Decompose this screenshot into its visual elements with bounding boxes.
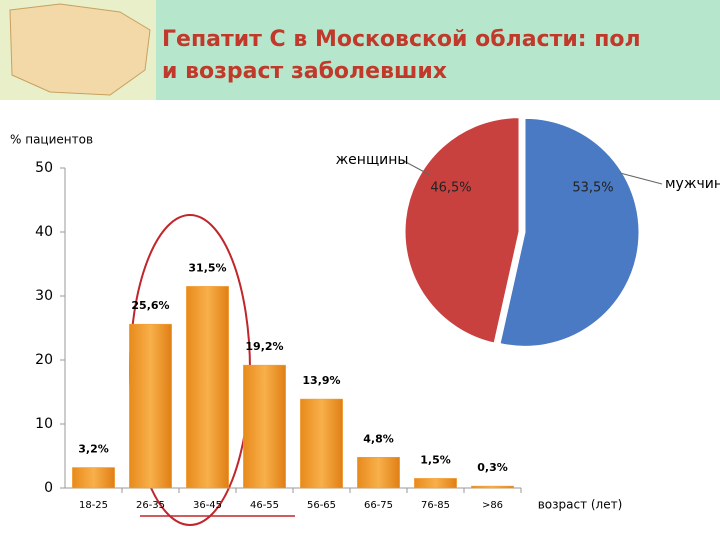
value-label: 25,6% — [131, 299, 169, 312]
pie-category-label: женщины — [336, 152, 409, 168]
x-tick-label: >86 — [482, 500, 503, 511]
value-label: 13,9% — [302, 374, 340, 387]
value-label: 31,5% — [188, 261, 226, 274]
y-tick-label: 0 — [44, 480, 53, 496]
pie-slice — [404, 117, 520, 344]
bar — [357, 457, 400, 489]
x-tick-label: 26-35 — [136, 500, 165, 511]
bar — [471, 485, 514, 489]
value-label: 3,2% — [78, 443, 109, 456]
bar — [186, 286, 229, 489]
y-tick-label: 40 — [35, 224, 53, 240]
slice-value-label: 53,5% — [572, 181, 613, 196]
bar — [414, 478, 457, 489]
x-tick-label: 76-85 — [421, 500, 450, 511]
y-tick-label: 50 — [35, 160, 53, 176]
leader-line — [401, 159, 431, 176]
y-tick-label: 10 — [35, 416, 53, 432]
pie-slice — [499, 117, 640, 347]
title-line-2: и возраст заболевших — [162, 59, 447, 84]
y-tick-label: 20 — [35, 352, 53, 368]
x-tick-label: 36-45 — [193, 500, 222, 511]
bar — [300, 398, 343, 489]
bar — [129, 323, 172, 489]
value-label: 19,2% — [245, 340, 283, 353]
title-line-1: Гепатит С в Московской области: пол — [162, 27, 641, 52]
leader-line — [619, 172, 663, 185]
x-tick-label: 46-55 — [250, 500, 279, 511]
value-label: 0,3% — [477, 461, 508, 474]
bar — [72, 467, 115, 489]
value-label: 1,5% — [420, 453, 451, 466]
y-tick-label: 30 — [35, 288, 53, 304]
bar — [243, 364, 286, 489]
x-tick-label: 56-65 — [307, 500, 336, 511]
slice-value-label: 46,5% — [430, 181, 471, 196]
logo-map — [9, 3, 151, 96]
y-axis-label: % пациентов — [10, 133, 93, 147]
x-tick-label: 18-25 — [79, 500, 108, 511]
x-tick-label: 66-75 — [364, 500, 393, 511]
x-axis-label: возраст (лет) — [538, 498, 623, 512]
value-label: 4,8% — [363, 432, 394, 445]
pie-category-label: мужчины — [665, 176, 720, 192]
